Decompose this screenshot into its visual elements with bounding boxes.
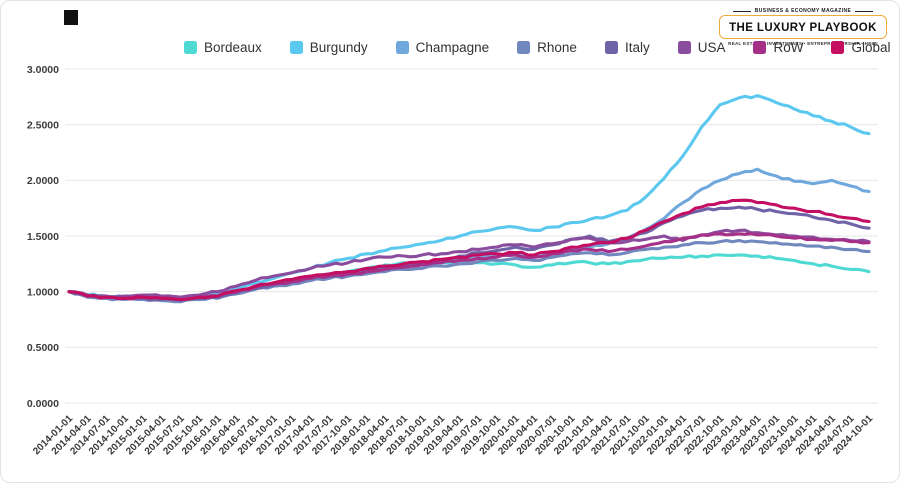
y-axis-tick-label: 1.0000	[27, 286, 59, 298]
legend-swatch-icon	[184, 41, 197, 54]
logo-box: THE LUXURY PLAYBOOK	[719, 15, 887, 39]
legend-label: Rhone	[537, 40, 577, 55]
legend-swatch-icon	[289, 41, 303, 54]
series-line-global	[67, 198, 871, 302]
legend-item-champagne[interactable]: Champagne	[395, 40, 490, 55]
logo-title: THE LUXURY PLAYBOOK	[729, 22, 877, 34]
series-line-italy	[67, 205, 871, 303]
corner-mark	[64, 10, 78, 25]
logo-rule-right	[855, 10, 874, 12]
legend-item-row[interactable]: RoW	[753, 40, 803, 55]
legend-label: Italy	[624, 40, 650, 55]
legend-label: Burgundy	[309, 40, 368, 55]
series-line-burgundy	[67, 94, 871, 300]
legend-item-usa[interactable]: USA	[677, 40, 726, 55]
legend-label: RoW	[773, 40, 804, 55]
legend-item-rhone[interactable]: Rhone	[517, 40, 577, 55]
legend-item-burgundy[interactable]: Burgundy	[289, 40, 368, 55]
y-axis-tick-label: 2.5000	[27, 119, 59, 131]
legend-label: Bordeaux	[204, 40, 262, 55]
y-axis-tick-label: 2.0000	[27, 175, 59, 187]
logo-bottomline: REAL ESTATE • INVESTMENTS • ENTREPRENEUR…	[728, 41, 878, 46]
series-line-bordeaux	[67, 253, 871, 302]
logo-top-row: BUSINESS & ECONOMY MAGAZINE	[719, 8, 887, 14]
legend-label: USA	[697, 40, 726, 55]
logo-rule-left	[732, 10, 751, 12]
legend-swatch-icon	[753, 41, 767, 54]
series-line-row	[67, 232, 871, 302]
legend-swatch-icon	[831, 41, 845, 54]
y-axis-tick-label: 3.0000	[27, 64, 59, 76]
legend-item-global[interactable]: Global	[831, 40, 891, 55]
legend-label: Global	[851, 40, 891, 55]
y-axis-tick-label: 1.5000	[27, 231, 59, 243]
chart-legend: Bordeaux Burgundy Champagne Rhone Italy USA Ro…	[184, 40, 891, 55]
legend-swatch-icon	[604, 41, 618, 54]
legend-swatch-icon	[677, 41, 691, 54]
y-axis-tick-label: 0.0000	[27, 398, 59, 410]
luxury-playbook-logo: BUSINESS & ECONOMY MAGAZINE THE LUXURY P…	[719, 8, 887, 46]
logo-topline: BUSINESS & ECONOMY MAGAZINE	[754, 8, 852, 14]
y-axis-tick-label: 0.5000	[27, 342, 59, 354]
legend-swatch-icon	[395, 41, 409, 54]
series-line-usa	[67, 228, 871, 299]
legend-item-bordeaux[interactable]: Bordeaux	[184, 40, 262, 55]
legend-label: Champagne	[415, 40, 490, 55]
legend-swatch-icon	[517, 41, 531, 54]
legend-item-italy[interactable]: Italy	[604, 40, 650, 55]
